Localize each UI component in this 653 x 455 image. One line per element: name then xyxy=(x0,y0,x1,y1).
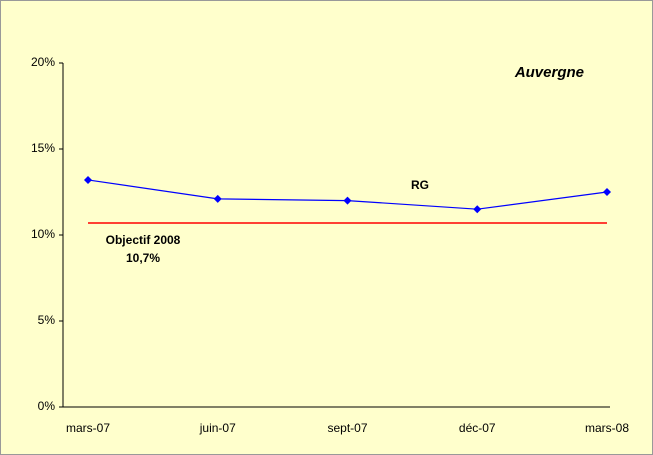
data-point xyxy=(213,194,222,203)
series-label: RG xyxy=(411,178,429,192)
y-tick-label: 15% xyxy=(31,141,55,155)
x-tick-label: mars-08 xyxy=(585,421,629,435)
data-point xyxy=(473,205,482,214)
objective-label: Objectif 2008 xyxy=(106,233,181,247)
data-point xyxy=(84,175,92,184)
y-tick-label: 20% xyxy=(31,55,55,69)
data-point xyxy=(603,188,611,196)
y-tick-label: 10% xyxy=(31,227,55,241)
x-tick-label: mars-07 xyxy=(66,421,110,435)
data-point xyxy=(343,196,352,205)
y-tick-label: 0% xyxy=(38,399,56,413)
y-tick-label: 5% xyxy=(38,313,56,327)
objective-value-label: 10,7% xyxy=(126,251,160,265)
x-tick-label: déc-07 xyxy=(459,421,496,435)
x-tick-label: sept-07 xyxy=(327,421,367,435)
chart-title: Auvergne xyxy=(514,64,584,81)
x-tick-label: juin-07 xyxy=(199,421,236,435)
